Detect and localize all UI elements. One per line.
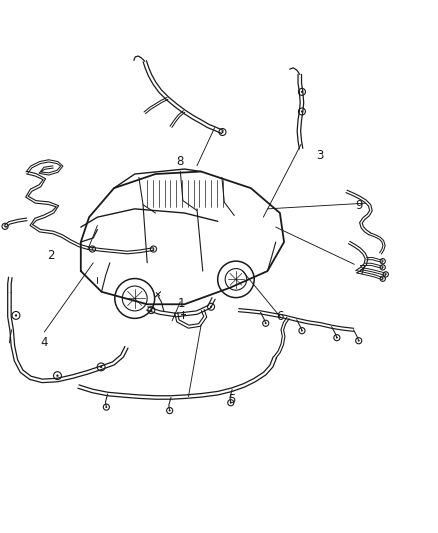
Circle shape (4, 225, 6, 227)
Circle shape (210, 306, 212, 308)
Text: 9: 9 (355, 199, 363, 212)
Text: 4: 4 (41, 336, 48, 350)
Circle shape (301, 91, 303, 93)
Circle shape (100, 366, 102, 368)
Text: 2: 2 (47, 249, 55, 262)
Circle shape (265, 322, 267, 324)
Circle shape (301, 330, 303, 332)
Circle shape (382, 266, 384, 268)
Text: 5: 5 (228, 393, 236, 406)
Circle shape (382, 261, 384, 262)
Circle shape (382, 278, 384, 279)
Circle shape (385, 273, 387, 275)
Circle shape (358, 340, 360, 342)
Text: 1: 1 (178, 297, 186, 310)
Circle shape (15, 314, 17, 317)
Circle shape (152, 248, 155, 250)
Text: 8: 8 (176, 155, 184, 168)
Circle shape (301, 110, 303, 112)
Circle shape (169, 410, 170, 411)
Circle shape (150, 309, 152, 311)
Circle shape (92, 248, 93, 250)
Text: 3: 3 (316, 149, 323, 161)
Circle shape (222, 131, 223, 133)
Circle shape (336, 337, 338, 338)
Circle shape (56, 375, 59, 377)
Text: 6: 6 (276, 310, 284, 323)
Text: 7: 7 (359, 264, 367, 277)
Circle shape (106, 406, 107, 408)
Circle shape (230, 402, 232, 403)
